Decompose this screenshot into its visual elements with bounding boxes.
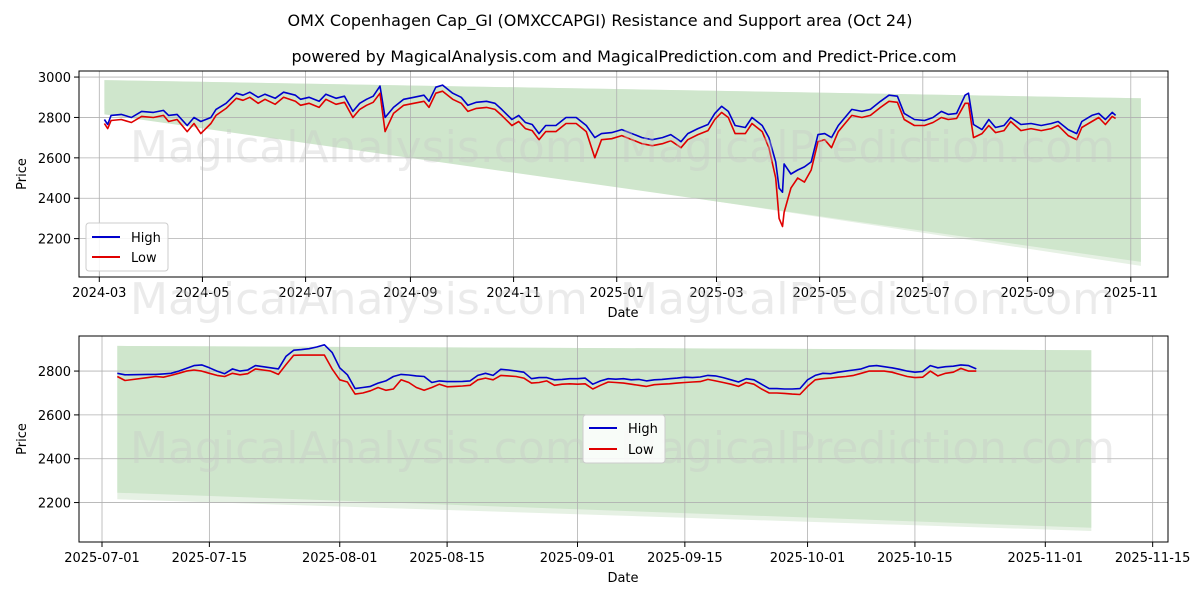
watermark-right: MagicalPrediction.com [620,423,1115,474]
legend-box [85,222,169,272]
x-tick-label: 2025-10-01 [770,551,846,566]
x-tick-label: 2025-07-01 [64,551,140,566]
y-axis-label: Price [15,158,30,190]
x-tick-label: 2025-11-01 [1008,551,1084,566]
plot-frame [78,335,1169,543]
y-tick-label: 2600 [38,409,71,424]
x-tick-label: 2025-11-15 [1115,551,1191,566]
x-tick-label: 2025-07-15 [172,551,248,566]
y-tick-label: 2200 [38,233,71,248]
series-high-line [117,344,977,390]
legend-high-label: High [131,231,161,246]
y-tick-label: 2600 [38,152,71,167]
grid-lines [79,71,1168,277]
x-tick-label: 2024-07 [278,286,332,301]
y-tick-label: 2400 [38,453,71,468]
x-tick-label: 2025-05 [792,286,846,301]
grid-lines [79,336,1168,542]
legend-high-label: High [628,422,658,437]
y-tick-label: 2400 [38,192,71,207]
price-lines [103,84,1117,228]
x-axis-label: Date [607,306,638,321]
series-high-line [103,84,1117,193]
x-tick-label: 2025-08-01 [302,551,378,566]
band-inner [104,80,1141,262]
x-tick-label: 2025-10-15 [877,551,953,566]
top-panel: 2024-03 2024-05 2024-07 2024-09 2024-11 2025-… [15,70,1169,325]
bottom-panel: 2025-07-01 2025-07-15 2025-08-01 2025-08-15… [15,335,1191,586]
chart-subtitle: powered by MagicalAnalysis.com and Magic… [291,47,956,66]
legend-low-label: Low [131,251,157,266]
price-lines [116,344,977,396]
x-tick-label: 2025-03 [689,286,743,301]
legend-low-label: Low [628,443,654,458]
watermark-right: MagicalPrediction.com [620,122,1115,173]
x-tick-label: 2025-08-15 [409,551,485,566]
legend: High Low [582,414,666,464]
watermark-left: MagicalAnalysis.com [130,122,588,173]
series-low-line [103,90,1117,228]
axis-ticks: 2025-07-01 2025-07-15 2025-08-01 2025-08-15… [38,365,1191,566]
x-tick-label: 2024-11 [486,286,540,301]
y-tick-label: 2200 [38,497,71,512]
x-tick-label: 2024-09 [383,286,437,301]
y-tick-label: 3000 [38,71,71,86]
x-tick-label: 2025-01 [590,286,644,301]
resistance-support-area [104,80,1141,266]
x-tick-label: 2025-07 [896,286,950,301]
y-axis-label: Price [15,423,30,455]
series-low-line [116,354,977,396]
legend: High Low [85,222,169,272]
chart-title: OMX Copenhagen Cap_GI (OMXCCAPGI) Resist… [287,11,912,31]
y-tick-label: 2800 [38,365,71,380]
watermark-mid-left: MagicalAnalysis.com [130,274,588,325]
x-tick-label: 2025-09 [1000,286,1054,301]
x-tick-label: 2025-09-01 [540,551,616,566]
watermark-left: MagicalAnalysis.com [130,423,588,474]
plot-frame [78,70,1169,278]
x-tick-label: 2024-03 [72,286,126,301]
x-axis-label: Date [607,571,638,586]
x-tick-label: 2024-05 [175,286,229,301]
watermark-mid-right: MagicalPrediction.com [620,274,1115,325]
x-tick-label: 2025-09-15 [647,551,723,566]
x-tick-label: 2025-11 [1104,286,1158,301]
axis-ticks: 2024-03 2024-05 2024-07 2024-09 2024-11 2025-… [38,71,1158,301]
y-tick-label: 2800 [38,111,71,126]
